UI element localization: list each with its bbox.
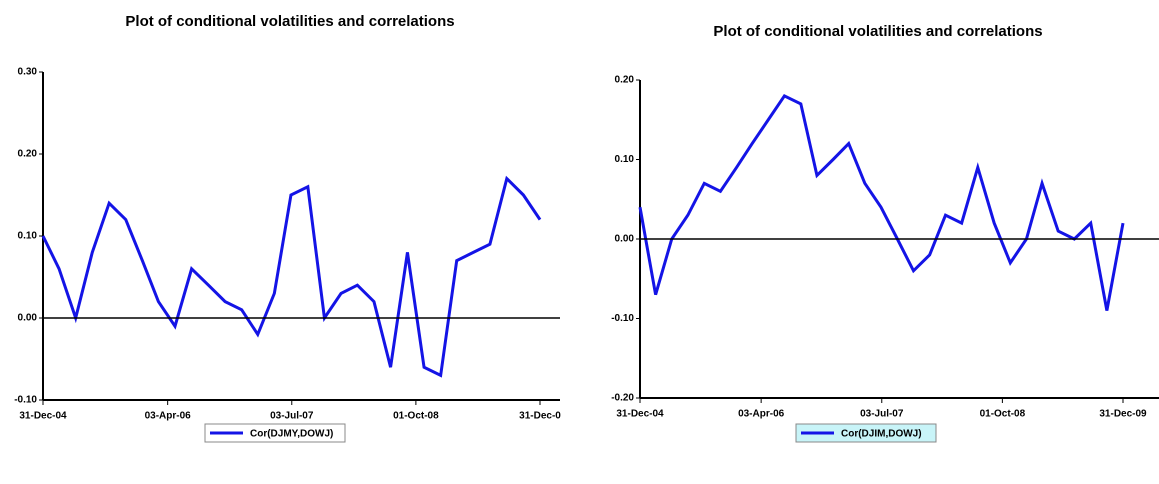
x-tick-label: 31-Dec-09	[1099, 409, 1147, 420]
series-line	[638, 93, 1125, 311]
y-tick-label: -0.10	[14, 395, 37, 406]
y-tick-label: 0.20	[18, 149, 38, 160]
y-tick-label: 0.10	[18, 231, 38, 242]
chart-title: Plot of conditional volatilities and cor…	[125, 13, 454, 30]
y-tick-label: -0.10	[611, 313, 634, 324]
legend-box	[204, 423, 346, 443]
x-tick-label: 03-Jul-07	[860, 409, 904, 420]
chart-title: Plot of conditional volatilities and cor…	[713, 23, 1042, 40]
legend-box	[795, 423, 937, 443]
x-tick-label: 01-Oct-08	[393, 411, 439, 422]
legend-label: Cor(DJMY,DOWJ)	[250, 429, 333, 440]
x-tick-label: 31-Dec-0	[519, 411, 561, 422]
y-tick-label: 0.00	[615, 234, 635, 245]
legend-label: Cor(DJIM,DOWJ)	[841, 429, 922, 440]
y-tick-label: 0.20	[615, 75, 635, 86]
y-tick-label: 0.10	[615, 154, 635, 165]
y-tick-label: -0.20	[611, 393, 634, 404]
y-tick-label: 0.00	[18, 313, 38, 324]
y-tick-label: 0.30	[18, 67, 38, 78]
x-tick-label: 03-Apr-06	[145, 411, 192, 422]
x-tick-label: 31-Dec-04	[19, 411, 67, 422]
series-line	[41, 175, 542, 378]
x-tick-label: 01-Oct-08	[980, 409, 1026, 420]
x-tick-label: 31-Dec-04	[616, 409, 664, 420]
x-tick-label: 03-Jul-07	[270, 411, 314, 422]
x-tick-label: 03-Apr-06	[738, 409, 785, 420]
